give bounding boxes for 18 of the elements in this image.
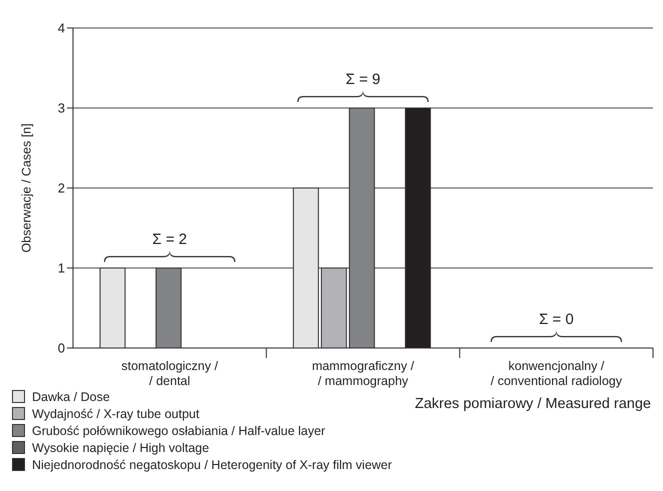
y-tick-label: 4 (58, 20, 65, 36)
x-tick-label: stomatologiczny / / dental (121, 359, 218, 388)
y-axis-title: Obserwacje / Cases [n] (19, 123, 34, 253)
y-tick-label: 1 (58, 260, 65, 276)
legend-label: Wydajność / X-ray tube output (32, 406, 200, 420)
y-tick-label: 2 (58, 180, 65, 196)
legend-label: Wysokie napięcie / High voltage (32, 440, 210, 454)
y-tick-label: 0 (58, 340, 65, 356)
annotation: Σ = 2 (152, 231, 188, 248)
legend-label: Dawka / Dose (32, 390, 110, 404)
legend-label: Grubość połównikowego osłabiania / Half-value layer (32, 424, 326, 438)
legend-label: Niejednorodność negatoskopu / Heterogenity of X-ray film viewer (32, 458, 392, 472)
annotation: Σ = 9 (346, 71, 380, 88)
x-tick-label: mammograficzny / / mammography (312, 359, 415, 388)
x-tick-label: konwencjonalny / / conventional radiology (490, 359, 623, 388)
x-axis-title: Zakres pomiarowy / Measured range (414, 396, 651, 412)
annotation: Σ = 0 (538, 311, 574, 328)
y-tick-label: 3 (58, 100, 65, 116)
